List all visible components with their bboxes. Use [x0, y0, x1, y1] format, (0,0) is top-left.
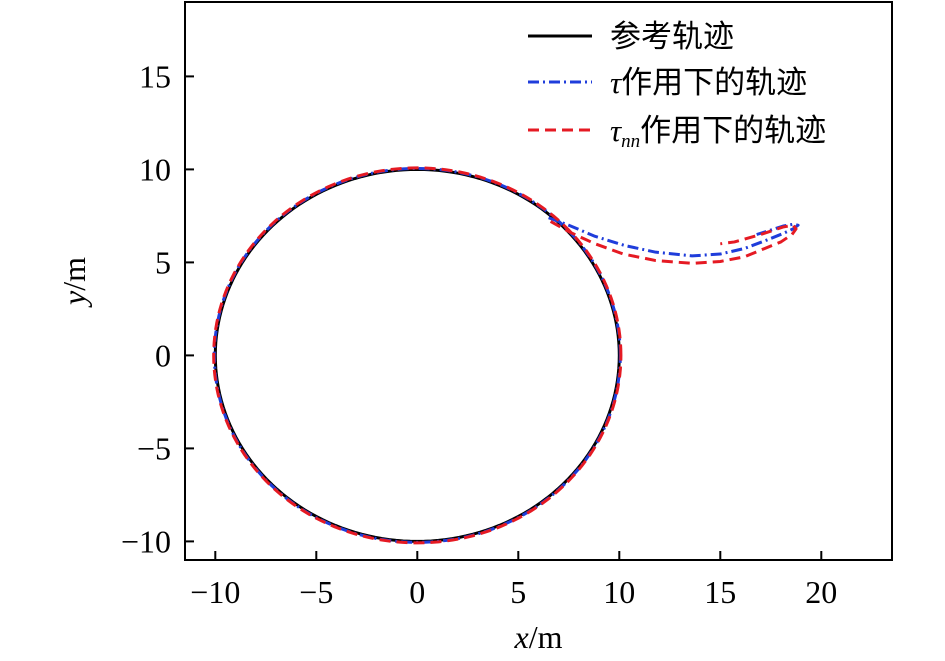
y-tick-label: 5 [155, 244, 171, 280]
ticks-layer: −10 −5 0 5 10 15 20 −10 −5 0 5 10 15 [121, 58, 837, 610]
series-line-2-circle [212, 166, 623, 545]
x-tick-label: 10 [603, 574, 635, 610]
legend-taunn-subscript: nn [621, 131, 640, 152]
y-tick-label: 15 [139, 58, 171, 94]
x-axis-label: x/m [514, 619, 563, 655]
y-tick-label: −5 [137, 430, 171, 466]
x-axis-unit: /m [529, 619, 563, 655]
y-tick-label: −10 [121, 523, 171, 559]
y-tick-label: 0 [155, 337, 171, 373]
legend-tau-text: 作用下的轨迹 [621, 65, 807, 101]
x-axis-var: x [514, 619, 529, 655]
y-tick-label: 10 [139, 151, 171, 187]
x-tick-label: 20 [805, 574, 837, 610]
y-axis-unit: /m [56, 257, 92, 291]
legend-tau-symbol: τ [610, 65, 623, 100]
series-layer [212, 166, 800, 545]
legend: 参考轨迹 τ作用下的轨迹 τnn作用下的轨迹 [528, 19, 826, 152]
legend-label-reference: 参考轨迹 [610, 19, 734, 55]
y-axis-var: y [56, 290, 92, 308]
legend-label-tau: τ作用下的轨迹 [610, 65, 807, 101]
series-line-2-tail [549, 220, 798, 265]
plot-frame [184, 1, 893, 561]
x-tick-label: −10 [190, 574, 240, 610]
x-tick-label: −5 [299, 574, 333, 610]
x-tick-label: 15 [704, 574, 736, 610]
x-tick-label: 0 [409, 574, 425, 610]
series-line-1-tail [548, 216, 800, 258]
legend-taunn-symbol: τ [610, 113, 623, 148]
y-axis-label: y/m [56, 257, 92, 308]
legend-taunn-text: 作用下的轨迹 [640, 113, 826, 149]
x-tick-label: 5 [510, 574, 526, 610]
legend-label-tau-nn: τnn作用下的轨迹 [610, 113, 826, 152]
